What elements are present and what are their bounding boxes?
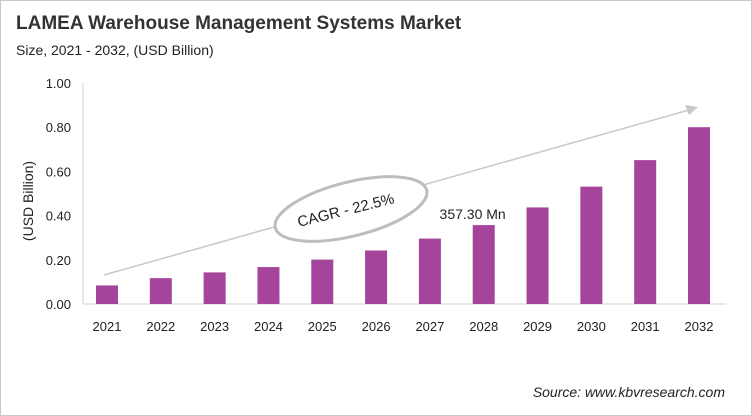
y-tick-label: 0.00 xyxy=(46,297,71,312)
cagr-ellipse xyxy=(273,175,429,243)
y-tick-label: 1.00 xyxy=(46,76,71,91)
x-tick-label: 2031 xyxy=(631,319,660,334)
y-tick-label: 0.20 xyxy=(46,253,71,268)
bar-2026 xyxy=(365,250,388,304)
x-tick-label: 2027 xyxy=(415,319,444,334)
bar-2025 xyxy=(311,259,334,304)
chart-subtitle: Size, 2021 - 2032, (USD Billion) xyxy=(16,42,214,58)
x-tick-label: 2030 xyxy=(577,319,606,334)
y-tick-label: 0.80 xyxy=(46,120,71,135)
y-axis-label: (USD Billion) xyxy=(20,161,36,241)
bar-2032 xyxy=(688,127,710,304)
x-tick-label: 2022 xyxy=(146,319,175,334)
source-note: Source: www.kbvresearch.com xyxy=(532,384,725,400)
bar-2024 xyxy=(257,267,280,304)
x-tick-label: 2025 xyxy=(308,319,337,334)
bar-2031 xyxy=(634,160,657,304)
x-tick-label: 2024 xyxy=(254,319,283,334)
chart-title: LAMEA Warehouse Management Systems Marke… xyxy=(16,13,462,34)
bar-2029 xyxy=(526,207,549,304)
x-tick-label: 2029 xyxy=(523,319,552,334)
y-tick-label: 0.40 xyxy=(46,209,71,224)
x-tick-label: 2032 xyxy=(685,319,714,334)
bar-2022 xyxy=(149,278,172,304)
bar-2030 xyxy=(580,186,603,304)
bar-2023 xyxy=(203,272,226,304)
bar-2021 xyxy=(96,285,118,304)
x-tick-label: 2023 xyxy=(200,319,229,334)
x-tick-label: 2028 xyxy=(469,319,498,334)
x-tick-label: 2021 xyxy=(93,319,122,334)
data-label-2028: 357.30 Mn xyxy=(440,206,506,222)
x-tick-label: 2026 xyxy=(362,319,391,334)
trend-arrow-head xyxy=(685,105,698,115)
y-tick-label: 0.60 xyxy=(46,164,71,179)
bar-2028 xyxy=(472,225,495,304)
bar-2027 xyxy=(418,238,441,304)
